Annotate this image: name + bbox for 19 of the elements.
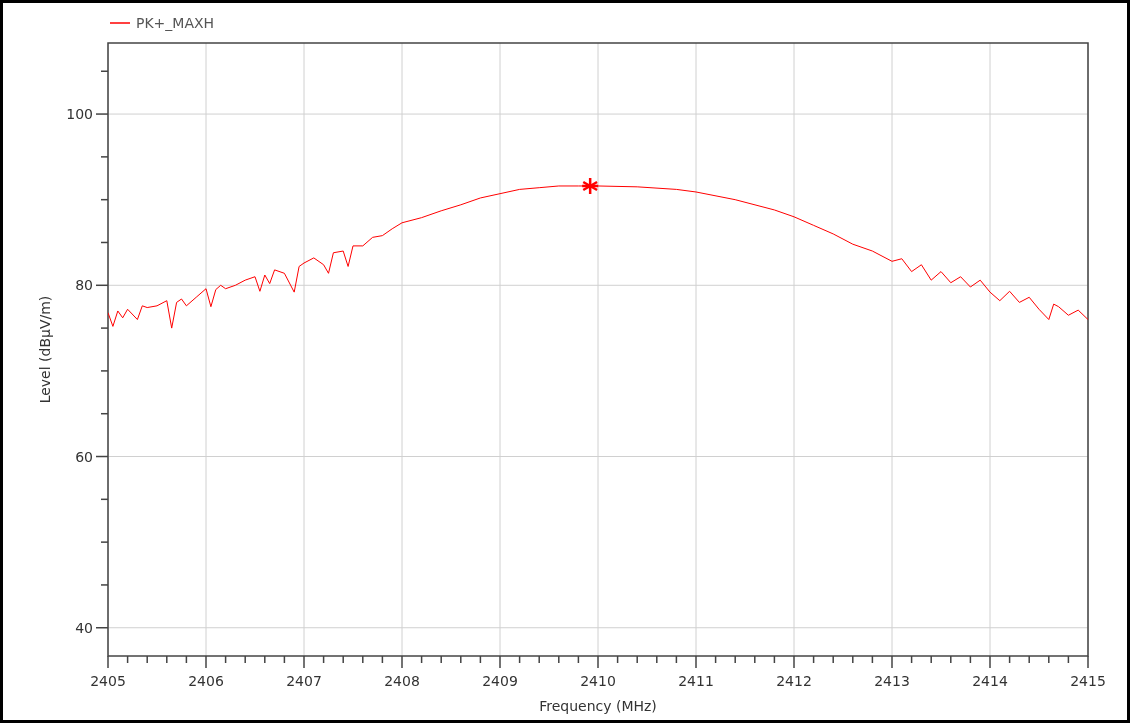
x-tick-label: 2405: [90, 673, 126, 689]
x-tick-label: 2412: [776, 673, 812, 689]
y-tick-label: 80: [75, 277, 93, 294]
y-tick-label: 40: [75, 619, 93, 636]
x-tick-label: 2407: [286, 673, 322, 689]
x-tick-label: 2406: [188, 673, 224, 689]
legend-label: PK+_MAXH: [136, 15, 215, 31]
x-tick-label: 2408: [384, 673, 420, 689]
x-tick-label: 2410: [580, 673, 616, 689]
x-tick-label: 2411: [678, 673, 714, 689]
x-tick-label: 2415: [1070, 673, 1106, 689]
y-axis-title: Level (dBµV/m): [37, 295, 53, 404]
y-tick-label: 100: [66, 106, 93, 123]
x-tick-label: 2413: [874, 673, 910, 689]
x-axis-title: Frequency (MHz): [539, 698, 657, 714]
x-tick-label: 2409: [482, 673, 518, 689]
y-tick-label: 60: [75, 448, 93, 465]
x-tick-label: 2414: [972, 673, 1008, 689]
line-series: [108, 185, 1089, 329]
